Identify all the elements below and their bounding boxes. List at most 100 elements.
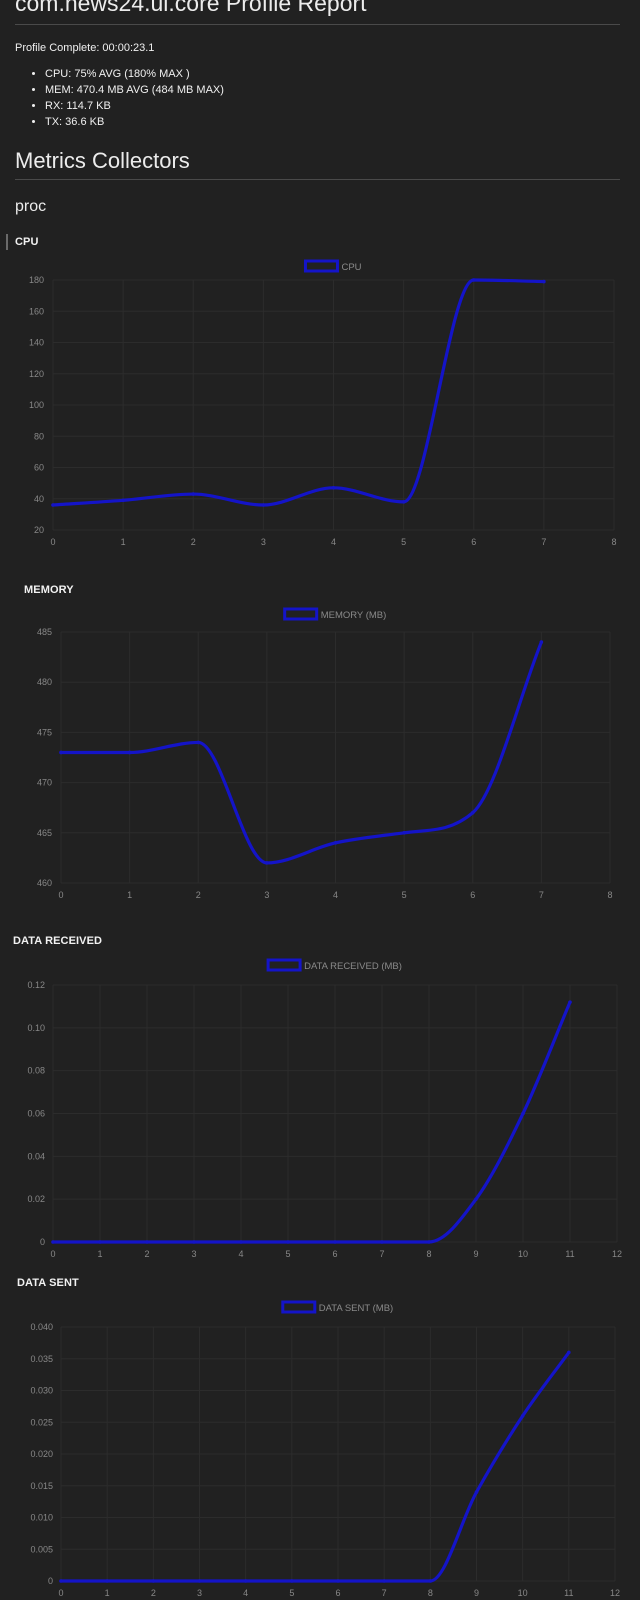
data-received-x-tick-label: 11: [565, 1249, 574, 1259]
cpu-x-tick-label: 3: [261, 537, 266, 547]
data-received-y-tick-label: 0.12: [27, 980, 45, 990]
data-received-x-tick-label: 0: [50, 1249, 55, 1259]
data-received-series-line: [51, 1000, 572, 1244]
data-received-data-point: [380, 1240, 384, 1244]
data-received-data-point: [568, 1000, 572, 1004]
data-sent-y-tick-label: 0.020: [30, 1449, 53, 1459]
report-title: com.news24.ui.core Profile Report: [15, 0, 367, 16]
memory-data-point: [59, 750, 63, 755]
cpu-x-tick-label: 1: [121, 537, 126, 547]
profile-complete-text: Profile Complete: 00:00:23.1: [15, 42, 155, 54]
cpu-y-tick-label: 80: [34, 431, 44, 441]
memory-y-tick-label: 480: [37, 677, 52, 687]
data-received-data-point: [427, 1240, 431, 1244]
data-received-chart-heading: DATA RECEIVED: [13, 935, 103, 947]
memory-data-point: [127, 750, 132, 755]
data-sent-data-point: [59, 1579, 63, 1583]
data-sent-legend-swatch: [281, 1300, 317, 1314]
data-received-data-point: [286, 1240, 290, 1244]
data-received-x-tick-label: 8: [426, 1249, 431, 1259]
cpu-y-tick-label: 40: [34, 494, 44, 504]
data-received-legend-swatch: [266, 958, 302, 972]
data-sent-x-tick-label: 4: [243, 1588, 248, 1598]
memory-y-tick-label: 465: [37, 828, 52, 838]
data-received-x-tick-label: 5: [285, 1249, 290, 1259]
cpu-data-point: [542, 279, 546, 284]
memory-data-point: [265, 861, 269, 865]
data-received-x-tick-label: 6: [332, 1249, 337, 1259]
data-sent-data-point: [474, 1490, 479, 1494]
data-sent-data-point: [243, 1579, 248, 1583]
memory-y-tick-label: 460: [37, 878, 52, 888]
data-received-x-tick-label: 4: [238, 1249, 243, 1259]
memory-x-tick-label: 3: [264, 890, 269, 900]
data-received-x-tick-label: 12: [612, 1249, 622, 1259]
memory-y-tick-label: 475: [37, 727, 52, 737]
data-sent-x-tick-label: 5: [289, 1588, 294, 1598]
cpu-data-point: [331, 486, 336, 490]
data-received-y-tick-label: 0.02: [27, 1194, 45, 1204]
data-sent-x-tick-label: 3: [197, 1588, 202, 1598]
cpu-legend-label: CPU: [341, 262, 361, 273]
data-received-legend-label: DATA RECEIVED (MB): [304, 961, 402, 972]
data-sent-data-point: [336, 1579, 340, 1583]
memory-data-point: [196, 740, 201, 745]
memory-x-tick-label: 4: [333, 890, 338, 900]
cpu-x-tick-label: 8: [611, 537, 616, 547]
cpu-y-tick-label: 140: [29, 338, 44, 348]
memory-legend-label: MEMORY (MB): [321, 610, 387, 621]
data-sent-x-tick-label: 12: [610, 1588, 620, 1598]
data-received-data-point: [521, 1111, 525, 1116]
data-received-data-point: [145, 1240, 149, 1244]
data-sent-data-point: [428, 1579, 433, 1583]
data-sent-x-tick-label: 10: [518, 1588, 528, 1598]
memory-data-point: [539, 640, 544, 644]
cpu-chart: 20 40 60 80 100 120 140 160 180 0 1 2 3 4 5 6 7 8 CPU: [29, 259, 617, 547]
data-sent-series-line: [59, 1350, 571, 1583]
data-sent-y-tick-label: 0.015: [30, 1481, 53, 1491]
metrics-divider: [15, 179, 620, 180]
data-received-y-tick-label: 0.06: [27, 1109, 45, 1119]
memory-y-tick-label: 470: [37, 778, 52, 788]
summary-item-rx: RX: 114.7 KB: [45, 98, 224, 114]
data-sent-y-tick-label: 0.030: [30, 1386, 53, 1396]
memory-y-tick-label: 485: [37, 627, 52, 637]
data-sent-chart-heading: DATA SENT: [17, 1277, 79, 1289]
data-received-y-tick-label: 0.08: [27, 1066, 45, 1076]
data-received-data-point: [474, 1197, 478, 1201]
summary-item-cpu: CPU: 75% AVG (180% MAX ): [45, 66, 224, 82]
data-sent-x-tick-label: 11: [564, 1588, 573, 1598]
data-sent-legend-label: DATA SENT (MB): [319, 1303, 393, 1314]
memory-chart-heading: MEMORY: [24, 584, 74, 596]
title-divider: [15, 24, 620, 25]
cpu-data-point: [191, 492, 196, 496]
memory-x-tick-label: 2: [196, 890, 201, 900]
memory-x-tick-label: 1: [127, 890, 132, 900]
data-sent-y-tick-label: 0.010: [30, 1513, 53, 1523]
data-sent-x-tick-label: 9: [474, 1588, 479, 1598]
data-received-x-tick-label: 10: [518, 1249, 528, 1259]
data-sent-y-tick-label: 0: [48, 1576, 53, 1586]
data-sent-data-point: [151, 1579, 156, 1583]
data-received-y-tick-label: 0.10: [27, 1023, 45, 1033]
data-sent-x-tick-label: 2: [151, 1588, 156, 1598]
summary-item-tx: TX: 36.6 KB: [45, 114, 224, 130]
cpu-heading-marker: [6, 234, 8, 250]
data-sent-y-tick-label: 0.025: [30, 1417, 53, 1427]
summary-item-mem: MEM: 470.4 MB AVG (484 MB MAX): [45, 82, 224, 98]
memory-data-point: [402, 831, 406, 835]
cpu-data-point: [121, 498, 125, 503]
cpu-y-tick-label: 160: [29, 306, 44, 316]
data-sent-data-point: [520, 1414, 525, 1418]
data-received-data-point: [51, 1240, 55, 1244]
cpu-y-tick-label: 20: [34, 525, 44, 535]
memory-data-point: [470, 810, 475, 815]
data-sent-y-tick-label: 0.035: [30, 1354, 53, 1364]
data-sent-x-tick-label: 7: [382, 1588, 387, 1598]
memory-chart: 460 465 470 475 480 485 0 1 2 3 4 5 6 7 8 MEMORY (MB): [37, 607, 613, 900]
data-received-y-tick-label: 0.04: [27, 1151, 45, 1161]
data-received-x-tick-label: 9: [473, 1249, 478, 1259]
data-sent-x-tick-label: 8: [428, 1588, 433, 1598]
cpu-x-tick-label: 0: [50, 537, 55, 547]
data-sent-data-point: [105, 1579, 109, 1583]
